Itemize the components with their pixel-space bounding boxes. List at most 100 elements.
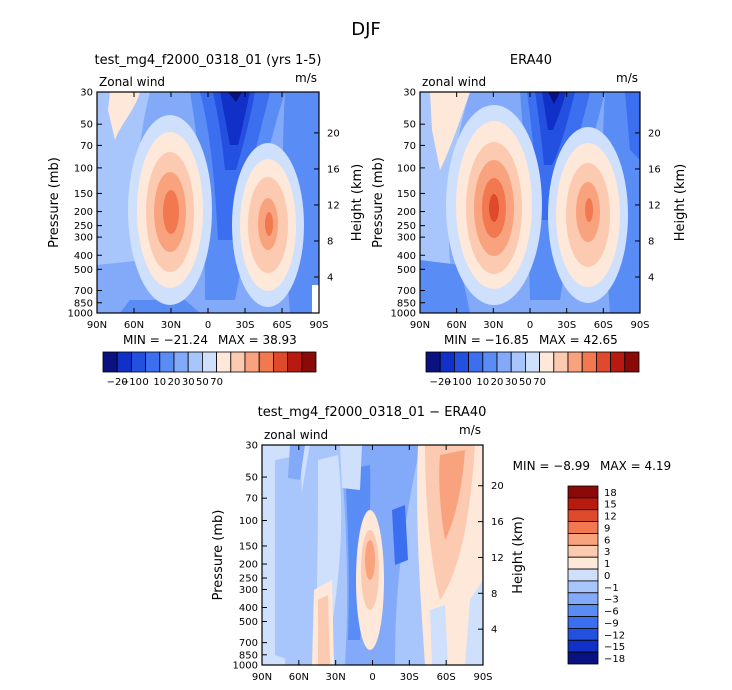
colorbar-label: 30	[505, 377, 518, 388]
y2-tick-label: 12	[648, 200, 661, 211]
colorbar-swatch	[567, 628, 599, 641]
colorbar-swatch	[244, 351, 260, 373]
y-tick-label: 70	[245, 494, 258, 505]
field-label: Zonal wind	[99, 75, 165, 89]
y-tick-label: 50	[80, 120, 93, 131]
y2-tick-label: 20	[491, 481, 504, 492]
colorbar-swatch	[482, 351, 498, 373]
y-tick-label: 70	[80, 141, 93, 152]
colorbar-swatch	[539, 351, 555, 373]
colorbar-label: −12	[604, 630, 625, 641]
units-label: m/s	[295, 71, 317, 85]
contour-band	[265, 212, 273, 236]
x-tick-label: 30S	[557, 320, 576, 331]
colorbar-swatch	[510, 351, 526, 373]
contour-band	[392, 505, 408, 565]
panel-title: test_mg4_f2000_0318_01 (yrs 1-5)	[95, 53, 322, 68]
colorbar-swatch	[201, 351, 217, 373]
y-tick-label: 200	[74, 207, 93, 218]
y-tick-label: 1000	[68, 309, 93, 320]
y-tick-label: 300	[74, 233, 93, 244]
colorbar-swatch	[567, 580, 599, 594]
y-tick-label: 1000	[233, 661, 258, 672]
y2-tick-label: 4	[327, 272, 333, 283]
axes: 90N 60N 30N 0 30S 60S 90S 30 50 70 100 150 200 250300…	[47, 88, 365, 332]
colorbar-label: −3	[604, 595, 619, 606]
colorbar-swatch	[567, 639, 599, 653]
y-tick-label: 400	[239, 603, 258, 614]
x-tick-label: 90S	[309, 320, 328, 331]
y-tick-label: 30	[403, 88, 416, 99]
y2-tick-label: 20	[648, 128, 661, 139]
colorbar-label: −10	[121, 377, 142, 388]
y-tick-label: 100	[74, 163, 93, 174]
colorbar-label: 12	[604, 512, 617, 523]
colorbar-swatch	[567, 544, 599, 558]
x-tick-label: 30N	[483, 320, 503, 331]
colorbar-label: 9	[604, 523, 610, 534]
x-tick-label: 60S	[437, 672, 456, 683]
colorbar-label: −20	[107, 377, 128, 388]
y-tick-label: 500	[397, 265, 416, 276]
panel-era40: ERA40 zonal wind m/s	[371, 53, 688, 388]
colorbar-label: −9	[604, 618, 619, 629]
panel-difference: test_mg4_f2000_0318_01 − ERA40 zonal win…	[211, 405, 671, 683]
missing-data	[312, 285, 319, 313]
y-tick-label: 300	[239, 585, 258, 596]
contour-field	[420, 92, 640, 313]
colorbar-label: 10	[153, 377, 166, 388]
x-tick-label: 90N	[252, 672, 272, 683]
y-tick-label: 250	[397, 221, 416, 232]
colorbar-label: −6	[604, 607, 619, 618]
y-tick-label: 500	[239, 617, 258, 628]
contour-band	[365, 540, 375, 580]
colorbar-label: −15	[604, 642, 625, 653]
colorbar-swatch	[258, 351, 274, 373]
y-tick-label: 700	[74, 286, 93, 297]
x-tick-label: 60N	[124, 320, 144, 331]
panel-title: ERA40	[510, 53, 552, 68]
colorbar-swatch	[596, 351, 612, 373]
colorbar-label: 30	[182, 377, 195, 388]
y-tick-label: 30	[245, 441, 258, 452]
y-axis-label: Pressure (mb)	[371, 157, 386, 248]
y-tick-label: 250	[74, 221, 93, 232]
contour-field	[262, 445, 483, 665]
y2-tick-label: 16	[648, 164, 661, 175]
x-tick-label: 60S	[594, 320, 613, 331]
colorbar-swatch	[159, 351, 175, 373]
colorbar-swatch	[453, 351, 469, 373]
contour-band	[220, 92, 250, 145]
colorbar-label: 50	[196, 377, 209, 388]
axes: 90N 60N 30N 0 30S 60S 90S 30 50 70 100 150 200 250300…	[211, 441, 526, 684]
axes: 90N 60N 30N 0 30S 60S 90S 30 50 70 100 150 200 250300…	[371, 88, 688, 332]
contour-band	[420, 92, 470, 305]
colorbar-swatch	[230, 351, 246, 373]
colorbar-swatch	[567, 616, 599, 629]
colorbar-swatch	[567, 568, 599, 582]
x-tick-label: 0	[527, 320, 533, 331]
y-tick-label: 850	[74, 298, 93, 309]
colorbar-swatch	[567, 497, 599, 511]
x-tick-label: 60N	[447, 320, 467, 331]
colorbar-label: 6	[604, 535, 610, 546]
colorbar-swatch	[624, 351, 640, 373]
y-tick-label: 850	[397, 298, 416, 309]
y2-tick-label: 8	[327, 236, 333, 247]
max-label: MAX = 42.65	[539, 333, 618, 347]
x-tick-label: 90S	[630, 320, 649, 331]
colorbar-swatch	[567, 521, 599, 534]
x-tick-label: 60N	[289, 672, 309, 683]
x-tick-label: 30N	[161, 320, 181, 331]
y-tick-label: 850	[239, 650, 258, 661]
colorbar-label: 18	[604, 488, 617, 499]
colorbar-label: 0	[465, 377, 471, 388]
contour-band	[318, 595, 330, 665]
colorbar-label: −1	[604, 583, 619, 594]
colorbar-swatch	[187, 351, 203, 373]
y2-axis-label: Height (km)	[511, 516, 526, 593]
colorbar-swatch	[567, 556, 599, 570]
min-label: MIN = −21.24	[123, 333, 208, 347]
colorbar-swatch	[567, 592, 599, 606]
